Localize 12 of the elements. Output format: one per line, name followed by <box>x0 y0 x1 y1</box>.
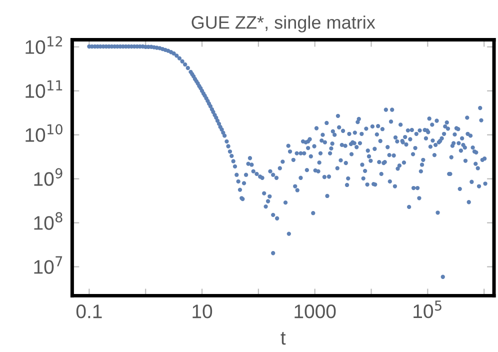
y-tick-label: 10$^{10}$ <box>26 124 62 142</box>
y-tick-label: 10$^{12}$ <box>26 36 62 54</box>
chart-title: GUE ZZ*, single matrix <box>192 16 376 32</box>
x-tick-label: 0.1 <box>76 304 102 318</box>
y-tick-label: 10$^{9}$ <box>34 168 62 186</box>
y-tick-label: 10$^{8}$ <box>34 212 62 230</box>
x-axis-title: t <box>280 332 286 345</box>
x-tick-label: 1000 <box>294 304 336 318</box>
y-tick-label: 10$^{11}$ <box>26 80 62 98</box>
x-tick-label: 10 <box>192 304 212 318</box>
y-tick-label: 10$^{7}$ <box>34 256 62 274</box>
x-tick-label: 10$^{5}$ <box>414 300 442 318</box>
